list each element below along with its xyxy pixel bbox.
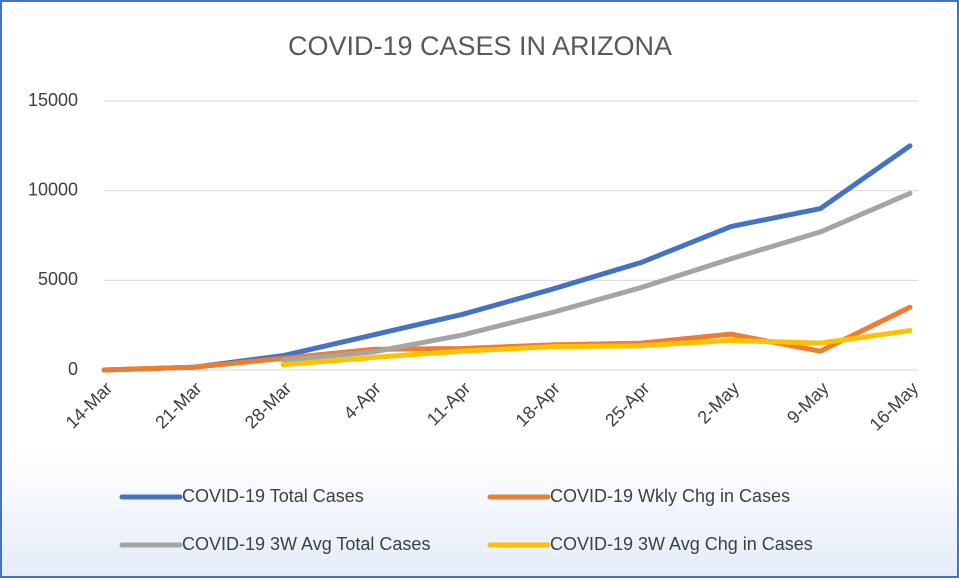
- legend-label: COVID-19 Wkly Chg in Cases: [550, 486, 790, 506]
- y-tick-label: 10000: [28, 179, 78, 199]
- y-tick-label: 5000: [38, 269, 78, 289]
- y-tick-label: 0: [68, 359, 78, 379]
- legend-label: COVID-19 3W Avg Chg in Cases: [550, 534, 813, 554]
- series-line: [280, 190, 913, 363]
- legend-label: COVID-19 Total Cases: [182, 486, 364, 506]
- legend-label: COVID-19 3W Avg Total Cases: [182, 534, 430, 554]
- y-tick-label: 15000: [28, 90, 78, 110]
- chart-title: COVID-19 CASES IN ARIZONA: [288, 31, 672, 61]
- series-line: [280, 328, 913, 368]
